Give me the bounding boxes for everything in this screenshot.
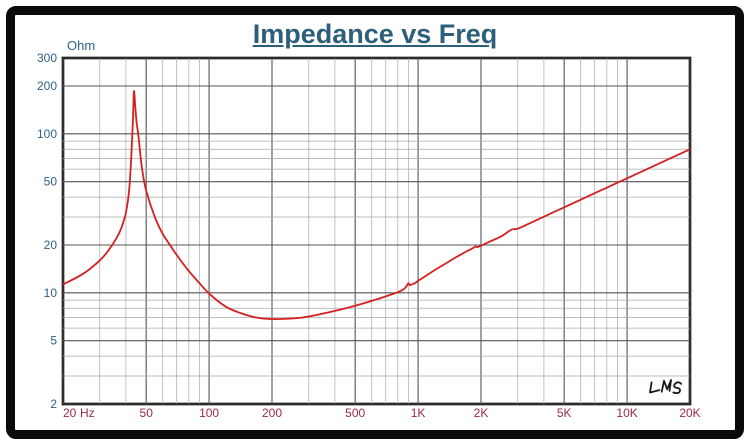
svg-text:2K: 2K [474,406,489,420]
svg-text:100: 100 [37,127,57,141]
svg-text:200: 200 [262,406,282,420]
svg-text:50: 50 [140,406,154,420]
svg-text:50: 50 [44,175,58,189]
svg-text:1K: 1K [411,406,426,420]
svg-text:Hz: Hz [80,406,95,420]
svg-text:100: 100 [199,406,219,420]
svg-text:200: 200 [37,79,57,93]
svg-text:10K: 10K [616,406,637,420]
svg-text:20K: 20K [679,406,700,420]
svg-text:20: 20 [63,406,77,420]
svg-text:500: 500 [345,406,365,420]
svg-text:5K: 5K [557,406,572,420]
svg-text:20: 20 [44,238,58,252]
svg-text:Ohm: Ohm [67,38,95,53]
svg-text:10: 10 [44,286,58,300]
svg-text:5: 5 [50,334,57,348]
svg-text:300: 300 [37,51,57,65]
svg-text:2: 2 [50,397,57,411]
